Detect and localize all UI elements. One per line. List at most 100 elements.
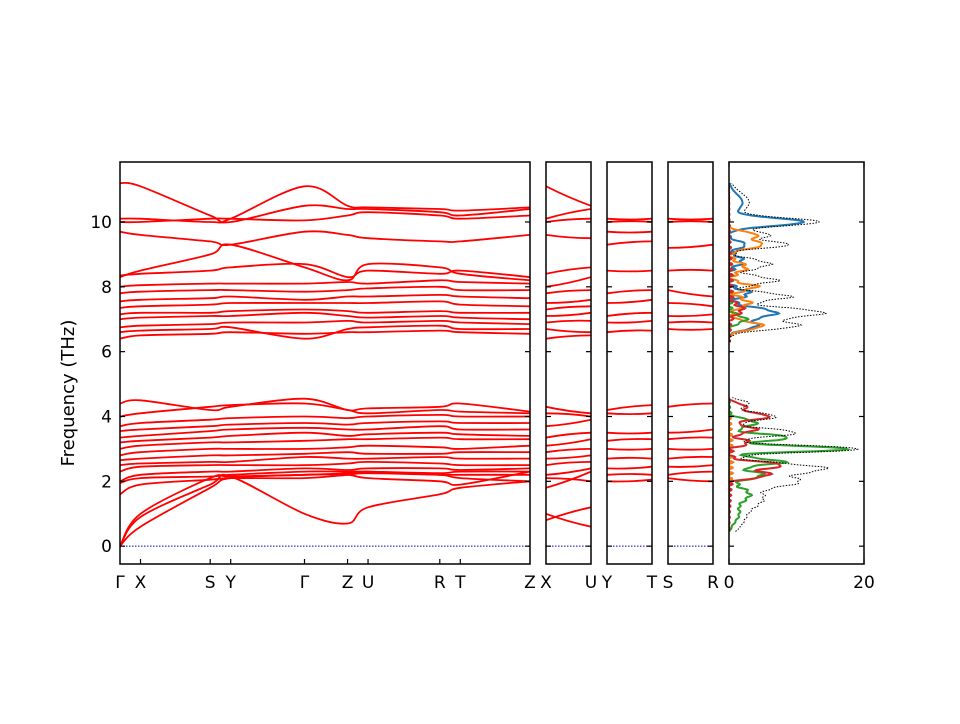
band-line-yt-0: [607, 478, 652, 483]
band-line-yt-2: [607, 465, 652, 470]
band-line-main-24: [120, 285, 530, 295]
band-line-yt-14: [607, 269, 652, 273]
band-line-yt-5: [607, 438, 652, 442]
band-line-yt-9: [607, 329, 652, 334]
band-line-main-16: [120, 397, 530, 413]
kpoint-label-yt-0: Y: [601, 573, 613, 593]
kpoint-label-main-8: T: [454, 573, 466, 593]
band-line-sr-9: [668, 320, 713, 324]
kpoint-label-yt-1: T: [646, 573, 658, 593]
band-line-xu-21: [546, 266, 591, 275]
band-line-xu-11: [546, 412, 591, 418]
band-line-main-18: [120, 324, 530, 340]
band-line-xu-18: [546, 298, 591, 304]
band-line-yt-3: [607, 456, 652, 460]
band-line-yt-18: [607, 217, 652, 221]
dos-total-part-1: [729, 182, 827, 343]
band-line-yt-4: [607, 448, 652, 451]
kpoint-label-main-9: Z: [524, 573, 536, 593]
band-line-main-9: [120, 444, 530, 457]
band-line-main-11: [120, 431, 530, 444]
band-line-sr-13: [668, 268, 713, 272]
band-line-xu-10: [546, 418, 591, 428]
band-line-main-21: [120, 308, 530, 316]
kpoint-label-sr-1: R: [707, 573, 719, 593]
kpoint-label-xu-1: U: [585, 573, 597, 593]
band-line-main-3: [120, 472, 530, 496]
band-line-xu-7: [546, 448, 591, 454]
band-line-yt-8: [607, 412, 652, 415]
panel-frame-main: [119, 161, 531, 565]
band-line-yt-16: [607, 230, 652, 234]
band-line-sr-12: [668, 289, 713, 298]
band-line-xu-8: [546, 438, 591, 447]
band-line-main-25: [120, 279, 530, 288]
band-line-sr-6: [668, 428, 713, 434]
band-lines-layer: [120, 181, 713, 547]
band-line-xu-14: [546, 328, 591, 334]
band-line-yt-11: [607, 311, 652, 317]
ytick-label-0: 0: [101, 537, 112, 557]
band-line-xu-1: [546, 506, 591, 522]
band-line-yt-12: [607, 298, 652, 304]
band-line-sr-10: [668, 313, 713, 318]
dos-xtick-label-0: 0: [724, 573, 735, 593]
band-line-yt-13: [607, 289, 652, 295]
band-line-main-1: [120, 470, 530, 547]
band-line-main-13: [120, 420, 530, 432]
band-line-sr-3: [668, 455, 713, 460]
band-line-main-28: [120, 230, 530, 246]
kpoint-label-main-3: Y: [225, 573, 237, 593]
kpoint-label-main-2: S: [205, 573, 216, 593]
band-line-main-4: [120, 470, 530, 484]
band-line-sr-0: [668, 477, 713, 483]
band-line-main-23: [120, 293, 530, 303]
band-line-main-2: [120, 473, 530, 547]
band-line-xu-24: [546, 185, 591, 207]
band-line-xu-13: [546, 334, 591, 340]
band-line-xu-12: [546, 405, 591, 415]
kpoint-label-main-0: Γ: [115, 573, 125, 593]
band-line-xu-9: [546, 431, 591, 439]
band-line-xu-15: [546, 319, 591, 324]
band-line-sr-15: [668, 220, 713, 223]
ytick-label-6: 6: [101, 343, 112, 363]
kpoint-label-main-1: X: [135, 573, 147, 593]
ytick-label-10: 10: [90, 213, 112, 233]
band-line-sr-4: [668, 448, 713, 451]
kpoint-label-main-5: Z: [342, 573, 354, 593]
kpoint-label-sr-0: S: [663, 573, 674, 593]
dos-total-part-0: [732, 396, 860, 532]
band-line-main-31: [120, 185, 530, 224]
band-line-yt-10: [607, 320, 652, 324]
panel-frame-sr: [667, 161, 714, 565]
band-line-yt-7: [607, 404, 652, 411]
band-line-xu-16: [546, 311, 591, 317]
band-line-sr-14: [668, 243, 713, 249]
band-line-main-27: [120, 243, 530, 282]
kpoint-label-main-7: R: [434, 573, 446, 593]
ytick-label-8: 8: [101, 278, 112, 298]
band-line-yt-15: [607, 240, 652, 246]
band-line-main-20: [120, 311, 530, 321]
band-line-xu-23: [546, 217, 591, 223]
dos-layer: [729, 182, 860, 532]
band-line-xu-6: [546, 454, 591, 460]
band-line-main-17: [120, 329, 530, 340]
band-line-main-22: [120, 300, 530, 309]
band-line-yt-6: [607, 431, 652, 435]
band-line-xu-0: [546, 512, 591, 528]
band-line-xu-4: [546, 467, 591, 476]
band-line-sr-8: [668, 328, 713, 331]
band-line-yt-17: [607, 220, 652, 223]
band-line-sr-2: [668, 464, 713, 468]
panel-frame-xu: [545, 161, 592, 565]
ytick-label-2: 2: [101, 472, 112, 492]
band-line-main-30: [120, 181, 530, 224]
band-line-xu-25: [546, 208, 591, 220]
band-line-xu-5: [546, 461, 591, 466]
band-line-main-10: [120, 436, 530, 450]
